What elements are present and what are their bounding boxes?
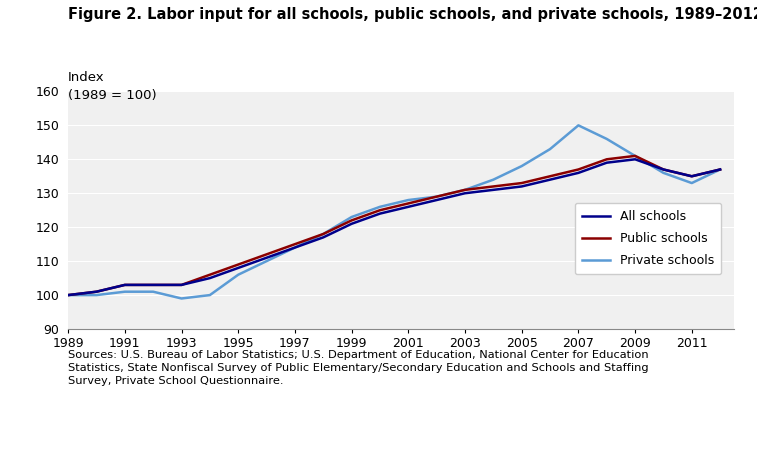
All schools <box>631 157 640 162</box>
Public schools <box>291 241 300 247</box>
Public schools <box>602 157 611 162</box>
Private schools <box>234 272 243 277</box>
All schools <box>92 289 101 294</box>
Public schools <box>120 282 129 287</box>
Private schools <box>602 136 611 142</box>
Text: Sources: U.S. Bureau of Labor Statistics; U.S. Department of Education, National: Sources: U.S. Bureau of Labor Statistics… <box>68 350 649 386</box>
Private schools <box>177 296 186 301</box>
All schools <box>546 177 555 182</box>
Public schools <box>148 282 157 287</box>
Private schools <box>148 289 157 294</box>
Private schools <box>375 204 385 210</box>
Public schools <box>64 292 73 298</box>
Public schools <box>460 187 469 192</box>
All schools <box>319 234 328 240</box>
All schools <box>574 170 583 175</box>
Public schools <box>205 272 214 277</box>
Public schools <box>403 201 413 206</box>
Private schools <box>715 167 724 172</box>
All schools <box>403 204 413 210</box>
Private schools <box>659 170 668 175</box>
Line: Public schools: Public schools <box>68 156 720 295</box>
Line: Private schools: Private schools <box>68 125 720 298</box>
Private schools <box>517 163 526 169</box>
Private schools <box>574 122 583 128</box>
Public schools <box>687 174 696 179</box>
All schools <box>715 167 724 172</box>
All schools <box>262 255 271 260</box>
Private schools <box>460 187 469 192</box>
Public schools <box>234 262 243 267</box>
Public schools <box>262 252 271 257</box>
All schools <box>148 282 157 287</box>
All schools <box>120 282 129 287</box>
Private schools <box>687 181 696 186</box>
All schools <box>659 167 668 172</box>
Public schools <box>432 194 441 199</box>
Legend: All schools, Public schools, Private schools: All schools, Public schools, Private sch… <box>575 203 721 275</box>
All schools <box>291 245 300 250</box>
Public schools <box>517 181 526 186</box>
Private schools <box>546 146 555 152</box>
All schools <box>460 191 469 196</box>
Public schools <box>546 174 555 179</box>
Public schools <box>92 289 101 294</box>
Public schools <box>319 231 328 237</box>
Public schools <box>347 218 356 223</box>
Private schools <box>205 292 214 298</box>
All schools <box>64 292 73 298</box>
Private schools <box>403 197 413 203</box>
Private schools <box>319 231 328 237</box>
All schools <box>432 197 441 203</box>
Text: Index: Index <box>68 71 104 84</box>
Private schools <box>64 292 73 298</box>
Private schools <box>347 214 356 220</box>
All schools <box>489 187 498 192</box>
Public schools <box>177 282 186 287</box>
Private schools <box>631 153 640 159</box>
All schools <box>234 265 243 271</box>
Public schools <box>489 184 498 189</box>
All schools <box>205 276 214 281</box>
All schools <box>347 221 356 227</box>
Text: (1989 = 100): (1989 = 100) <box>68 89 157 102</box>
Private schools <box>489 177 498 182</box>
All schools <box>602 160 611 165</box>
All schools <box>517 184 526 189</box>
Public schools <box>631 153 640 159</box>
Line: All schools: All schools <box>68 159 720 295</box>
All schools <box>375 211 385 216</box>
All schools <box>177 282 186 287</box>
Text: Figure 2. Labor input for all schools, public schools, and private schools, 1989: Figure 2. Labor input for all schools, p… <box>68 7 757 22</box>
Public schools <box>375 207 385 213</box>
Public schools <box>715 167 724 172</box>
Private schools <box>291 245 300 250</box>
Private schools <box>432 194 441 199</box>
Private schools <box>92 292 101 298</box>
All schools <box>687 174 696 179</box>
Private schools <box>262 258 271 264</box>
Public schools <box>659 167 668 172</box>
Public schools <box>574 167 583 172</box>
Private schools <box>120 289 129 294</box>
